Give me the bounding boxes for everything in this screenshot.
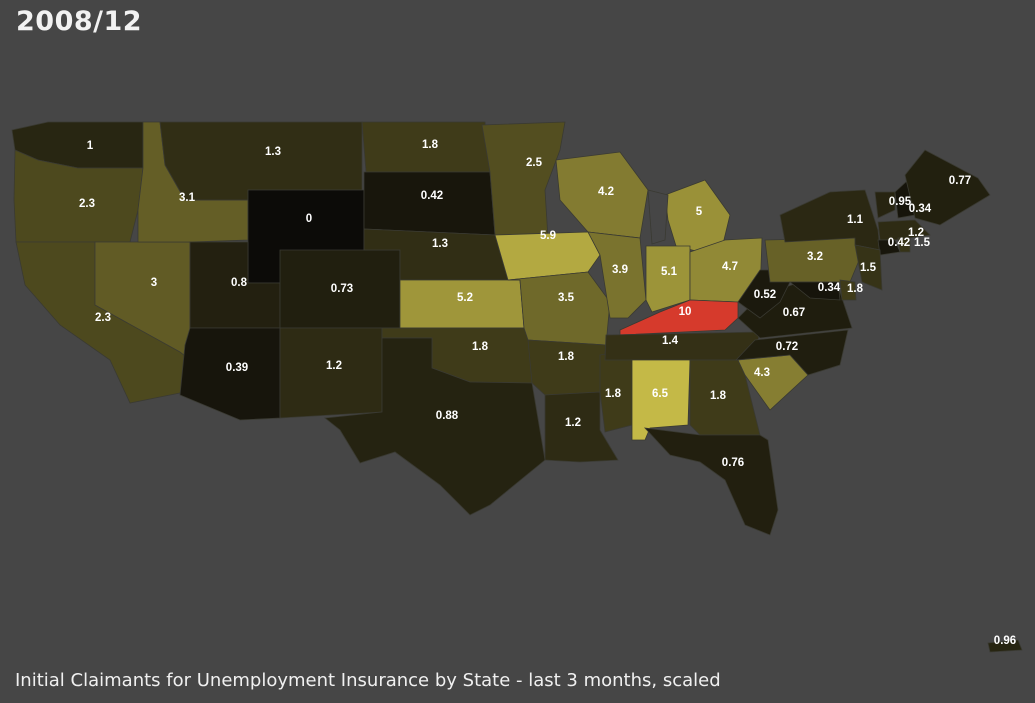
- state-value-label-ca: 2.3: [95, 312, 111, 324]
- state-value-label-in: 5.1: [661, 266, 678, 278]
- state-sd: [363, 171, 496, 236]
- state-value-label-nc: 0.72: [776, 341, 798, 353]
- state-value-label-ar: 1.8: [558, 351, 575, 363]
- state-value-label-mn: 2.5: [526, 157, 543, 169]
- state-ri: [897, 237, 911, 253]
- state-value-label-sd: 0.42: [421, 190, 443, 202]
- state-value-label-vt: 0.95: [889, 196, 912, 208]
- state-nc: [734, 329, 849, 376]
- state-vt: [874, 191, 896, 219]
- state-value-label-ga: 1.8: [710, 390, 727, 402]
- map-caption: Initial Claimants for Unemployment Insur…: [15, 670, 721, 691]
- state-value-label-nm: 1.2: [326, 360, 342, 372]
- state-value-label-nh: 0.34: [909, 203, 932, 215]
- state-fl: [643, 427, 779, 536]
- state-value-label-fl: 0.76: [722, 457, 744, 469]
- state-pr: [987, 639, 1023, 653]
- state-value-label-ne: 1.3: [432, 238, 448, 250]
- state-nj: [854, 244, 883, 291]
- state-value-label-mi: 5: [696, 206, 703, 218]
- state-value-label-va: 0.67: [783, 307, 805, 319]
- state-ar: [527, 339, 607, 396]
- state-nm: [279, 327, 383, 419]
- lake-michigan: [647, 189, 669, 245]
- state-value-label-nj: 1.5: [860, 262, 877, 274]
- state-il: [587, 231, 647, 319]
- state-value-label-ks: 5.2: [457, 292, 473, 304]
- state-value-label-ky: 10: [679, 306, 692, 318]
- state-value-label-ri: 1.5: [914, 237, 931, 249]
- state-value-label-nv: 3: [151, 277, 157, 289]
- state-value-label-pr: 0.96: [994, 635, 1016, 647]
- state-value-label-de: 1.8: [847, 283, 864, 295]
- state-ia: [494, 231, 601, 281]
- state-value-label-la: 1.2: [565, 417, 581, 429]
- state-value-label-or: 2.3: [79, 198, 95, 210]
- state-value-label-ms: 1.8: [605, 388, 622, 400]
- state-value-label-nd: 1.8: [422, 139, 439, 151]
- state-value-label-ct: 0.42: [888, 237, 910, 249]
- state-value-label-il: 3.9: [612, 264, 628, 276]
- state-in: [645, 245, 691, 313]
- state-value-label-tn: 1.4: [662, 335, 679, 347]
- state-value-label-ut: 0.8: [231, 277, 248, 289]
- state-md: [788, 281, 841, 301]
- state-value-label-ny: 1.1: [847, 214, 864, 226]
- state-de: [839, 279, 857, 301]
- state-me: [904, 149, 991, 226]
- state-mn: [481, 121, 566, 239]
- state-value-label-pa: 3.2: [807, 251, 823, 263]
- state-value-label-al: 6.5: [652, 388, 669, 400]
- state-tn: [604, 331, 761, 361]
- state-value-label-az: 0.39: [226, 362, 248, 374]
- state-value-label-id: 3.1: [179, 192, 196, 204]
- state-value-label-ok: 1.8: [472, 341, 489, 353]
- state-value-label-ma: 1.2: [908, 227, 924, 239]
- state-value-label-mt: 1.3: [265, 146, 281, 158]
- state-shapes: [11, 121, 1023, 653]
- state-value-label-wy: 0: [306, 213, 312, 225]
- state-value-label-wa: 1: [87, 140, 94, 152]
- state-value-label-wv: 0.52: [754, 289, 776, 301]
- state-value-label-wi: 4.2: [598, 186, 614, 198]
- state-value-label-oh: 4.7: [722, 261, 738, 273]
- state-value-label-mo: 3.5: [558, 292, 575, 304]
- state-ma: [877, 219, 931, 241]
- state-value-label-md: 0.34: [818, 282, 841, 294]
- state-value-label-co: 0.73: [331, 283, 353, 295]
- state-mt: [159, 121, 363, 201]
- state-value-labels: 1 2.3 2.3 3 3.1 1.3 0 0.8 0.39 0.73 1.2 1.8 0.42 1.3 5…: [79, 139, 1016, 647]
- state-value-label-tx: 0.88: [436, 410, 459, 422]
- state-value-label-sc: 4.3: [754, 367, 770, 379]
- state-value-label-me: 0.77: [949, 175, 971, 187]
- date-title: 2008/12: [16, 6, 143, 37]
- state-value-label-ia: 5.9: [540, 230, 556, 242]
